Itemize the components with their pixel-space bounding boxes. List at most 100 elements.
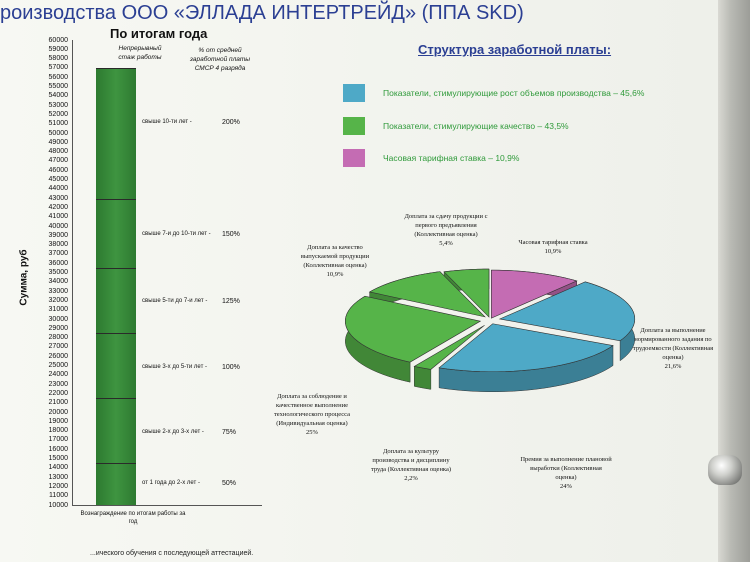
pie-label-text: Доплата за выполнение нормированного зад… (632, 327, 714, 361)
y-tick-label: 13000 (48, 473, 68, 481)
y-tick-label: 44000 (48, 185, 68, 193)
pie-label-text: Доплата за соблюдение и качественное вып… (273, 393, 351, 427)
pie-label-text: Доплата за сдачу продукции с первого пре… (404, 213, 488, 238)
segment-percent: 150% (222, 231, 240, 239)
y-tick-label: 39000 (48, 231, 68, 239)
pie-label-first: Доплата за сдачу продукции с первого пре… (396, 212, 496, 248)
y-tick-label: 23000 (48, 380, 68, 388)
y-tick-label: 56000 (48, 73, 68, 81)
poster-title: роизводства ООО «ЭЛЛАДА ИНТЕРТРЕЙД» (ППА… (0, 2, 524, 24)
legend-text: Показатели, стимулирующие качество – 43,… (383, 121, 569, 131)
y-tick-label: 46000 (48, 166, 68, 174)
y-tick-label: 45000 (48, 176, 68, 183)
pie-label-value: 5,4% (439, 240, 453, 247)
y-tick-label: 47000 (48, 157, 68, 165)
segment-percent: 100% (222, 363, 240, 371)
pie-label-quality: Доплата за качество выпускаемой продукци… (290, 243, 380, 279)
y-tick-label: 60000 (48, 36, 68, 44)
footnote: ...ического обучения с последующей аттес… (90, 550, 254, 557)
pie-slice (413, 325, 485, 370)
y-tick-label: 42000 (48, 203, 68, 211)
structure-title: Структура заработной платы: (418, 42, 612, 57)
y-tick-label: 15000 (48, 455, 68, 462)
pie-label-norm: Доплата за выполнение нормированного зад… (628, 326, 718, 371)
y-tick-label: 32000 (48, 296, 68, 304)
y-tick-label: 43000 (48, 194, 68, 202)
segment-percent: 200% (222, 119, 240, 127)
y-tick-label: 37000 (48, 250, 68, 258)
y-tick-label: 55000 (48, 83, 68, 90)
x-axis-label: Вознаграждение по итогам работы за год (80, 511, 186, 525)
segment-boundary (96, 398, 136, 400)
y-tick-label: 36000 (48, 259, 68, 267)
left-chart-title: По итогам года (110, 26, 208, 41)
y-tick-label: 24000 (48, 371, 68, 379)
pie-slice (443, 268, 490, 318)
y-tick-label: 10000 (48, 501, 68, 509)
pie-label-value: 21,6% (664, 363, 682, 370)
y-tick-label: 51000 (48, 120, 68, 128)
y-tick-label: 18000 (48, 427, 68, 435)
pie-slice (498, 281, 636, 342)
pie-chart (345, 268, 636, 392)
pie-slice-side (414, 366, 432, 390)
pie-label-value: 25% (306, 429, 318, 436)
y-tick-label: 48000 (48, 148, 68, 156)
pie-label-plan: Премия за выполнение плановой выработки … (520, 455, 612, 491)
y-tick-label: 27000 (48, 343, 68, 351)
legend-swatch-blue (343, 84, 365, 102)
x-axis-line (72, 505, 262, 506)
y-tick-label: 31000 (48, 306, 68, 314)
segment-percent: 50% (222, 479, 237, 487)
y-tick-label: 41000 (48, 213, 68, 221)
pie-label-value: 2,2% (404, 475, 418, 482)
pie-label-value: 10,9% (326, 271, 344, 278)
y-tick-label: 50000 (48, 129, 68, 137)
y-tick-label: 57000 (48, 64, 68, 72)
y-tick-label: 29000 (48, 324, 68, 332)
segment-label: свыше 3-х до 5-ти лет - (142, 363, 207, 370)
segment-boundary (96, 199, 136, 201)
y-tick-label: 22000 (48, 389, 68, 397)
legend-swatch-green (343, 117, 365, 135)
y-tick-label: 20000 (48, 408, 68, 416)
y-tick-label: 33000 (48, 287, 68, 295)
pie-label-culture: Доплата за культуру производства и дисци… (368, 447, 454, 483)
legend-text: Показатели, стимулирующие рост объемов п… (383, 88, 645, 98)
y-tick-label: 28000 (48, 334, 68, 342)
pie-label-text: Часовая тарифная ставка (518, 239, 588, 246)
pie-label-text: Доплата за качество выпускаемой продукци… (300, 244, 370, 269)
y-tick-label: 49000 (48, 138, 68, 146)
y-tick-label: 17000 (48, 436, 68, 444)
pie-slice (438, 323, 614, 373)
y-tick-label: 19000 (48, 417, 68, 425)
segment-label: свыше 5-ти до 7-и лет - (142, 298, 208, 305)
bar-total (96, 67, 136, 505)
y-tick-label: 11000 (49, 492, 68, 500)
y-tick-label: 35000 (48, 269, 68, 276)
segment-boundary (96, 267, 136, 269)
segment-label: свыше 2-х до 3-х лет - (142, 428, 204, 435)
segment-percent: 125% (222, 298, 240, 306)
pie-label-tech: Доплата за соблюдение и качественное вып… (262, 392, 362, 437)
y-tick-label: 58000 (48, 55, 68, 63)
y-tick-label: 54000 (48, 92, 68, 100)
y-tick-label: 26000 (48, 352, 68, 360)
pie-label-text: Доплата за культуру производства и дисци… (370, 448, 452, 473)
y-tick-label: 30000 (48, 315, 68, 323)
segment-boundary (96, 67, 136, 69)
y-tick-label: 16000 (48, 445, 68, 453)
pie-slice (345, 295, 482, 363)
segment-label: свыше 7-и до 10-ти лет - (142, 231, 211, 238)
y-tick-label: 59000 (48, 45, 68, 53)
y-tick-label: 14000 (48, 464, 68, 472)
y-tick-label: 38000 (48, 241, 68, 249)
y-tick-label: 40000 (48, 222, 68, 230)
pie-slice (491, 269, 578, 319)
pie-slice (368, 271, 486, 318)
column-head-experience: Непрерывный стаж работы (118, 45, 162, 61)
segment-boundary (96, 463, 136, 465)
pie-label-text: Премия за выполнение плановой выработки … (520, 456, 612, 481)
segment-percent: 75% (222, 428, 237, 436)
legend-text: Часовая тарифная ставка – 10,9% (383, 153, 520, 163)
